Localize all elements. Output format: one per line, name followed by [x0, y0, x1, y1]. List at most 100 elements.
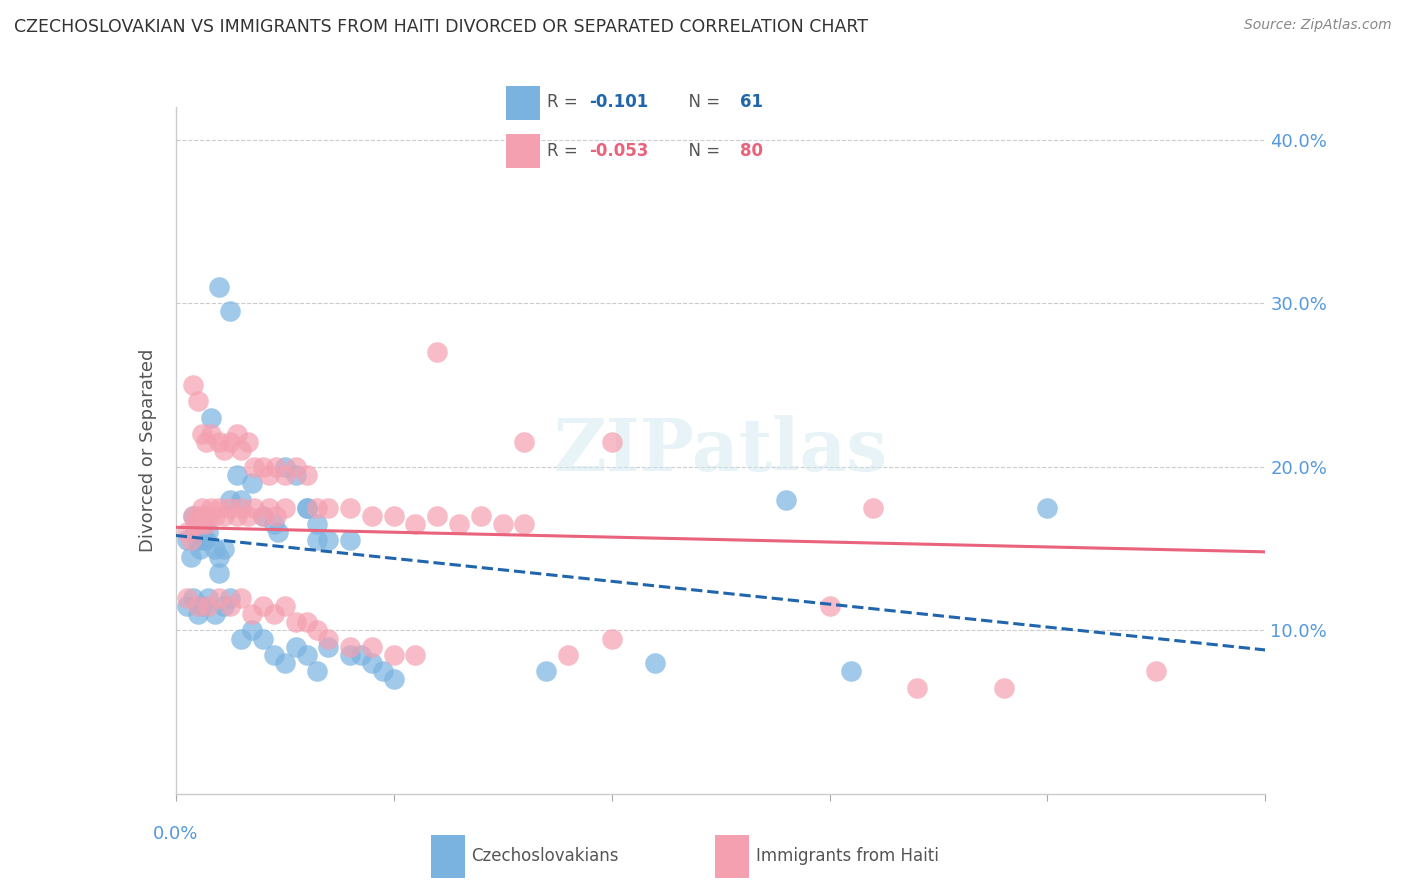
- Point: [318, 500, 340, 515]
- Point: [295, 615, 318, 630]
- Text: -0.053: -0.053: [589, 142, 648, 160]
- Point: [318, 632, 340, 646]
- Point: [307, 664, 329, 679]
- Point: [184, 516, 207, 531]
- Point: [236, 508, 259, 523]
- Y-axis label: Divorced or Separated: Divorced or Separated: [139, 349, 157, 552]
- Point: [470, 508, 492, 523]
- Point: [274, 467, 297, 482]
- Point: [252, 508, 274, 523]
- Point: [534, 664, 557, 679]
- FancyBboxPatch shape: [506, 135, 540, 168]
- Point: [197, 508, 219, 523]
- Text: R =: R =: [547, 142, 583, 160]
- Point: [513, 516, 536, 531]
- Point: [204, 508, 226, 523]
- Point: [225, 467, 247, 482]
- Point: [231, 443, 253, 458]
- Point: [181, 508, 204, 523]
- Point: [219, 435, 242, 450]
- Point: [360, 508, 382, 523]
- Point: [195, 435, 218, 450]
- Point: [186, 599, 209, 613]
- Point: [405, 648, 427, 662]
- Point: [775, 492, 797, 507]
- Point: [180, 549, 202, 564]
- Point: [176, 599, 198, 613]
- Point: [181, 378, 204, 392]
- Point: [318, 640, 340, 654]
- Point: [447, 516, 470, 531]
- Point: [181, 508, 204, 523]
- Point: [176, 525, 198, 540]
- Point: [339, 648, 361, 662]
- Point: [191, 500, 214, 515]
- Point: [219, 492, 242, 507]
- Point: [513, 435, 536, 450]
- Point: [176, 533, 198, 548]
- Text: 61: 61: [741, 94, 763, 112]
- Point: [295, 500, 318, 515]
- Point: [231, 492, 253, 507]
- Point: [259, 500, 281, 515]
- Point: [219, 304, 242, 318]
- Text: Czechoslovakians: Czechoslovakians: [471, 847, 619, 865]
- Point: [426, 508, 449, 523]
- Point: [274, 656, 297, 670]
- Point: [208, 435, 231, 450]
- Point: [360, 640, 382, 654]
- Point: [180, 533, 202, 548]
- Text: 0.0%: 0.0%: [153, 825, 198, 843]
- FancyBboxPatch shape: [716, 835, 749, 878]
- Point: [492, 516, 515, 531]
- Point: [184, 525, 207, 540]
- Point: [186, 508, 209, 523]
- Point: [186, 394, 209, 409]
- Point: [231, 591, 253, 605]
- Text: ZIPatlas: ZIPatlas: [554, 415, 887, 486]
- Point: [240, 607, 263, 621]
- Point: [225, 427, 247, 442]
- Point: [284, 615, 307, 630]
- Point: [905, 681, 928, 695]
- Point: [188, 541, 211, 556]
- Point: [264, 508, 287, 523]
- FancyBboxPatch shape: [430, 835, 465, 878]
- Point: [307, 500, 329, 515]
- Point: [208, 500, 231, 515]
- Point: [208, 549, 231, 564]
- Point: [208, 566, 231, 580]
- Point: [307, 516, 329, 531]
- Point: [193, 533, 215, 548]
- Point: [231, 632, 253, 646]
- Point: [371, 664, 394, 679]
- Point: [259, 467, 281, 482]
- Point: [193, 508, 215, 523]
- Point: [236, 435, 259, 450]
- Point: [600, 435, 623, 450]
- FancyBboxPatch shape: [506, 87, 540, 120]
- Point: [382, 508, 405, 523]
- Point: [557, 648, 579, 662]
- Point: [176, 591, 198, 605]
- Point: [252, 459, 274, 474]
- Point: [212, 541, 235, 556]
- Point: [818, 599, 841, 613]
- Point: [360, 656, 382, 670]
- Point: [225, 508, 247, 523]
- Point: [193, 516, 215, 531]
- Point: [339, 640, 361, 654]
- Point: [405, 516, 427, 531]
- Point: [243, 500, 266, 515]
- Point: [284, 640, 307, 654]
- Point: [204, 607, 226, 621]
- Point: [307, 533, 329, 548]
- Point: [191, 427, 214, 442]
- Point: [212, 599, 235, 613]
- Text: Source: ZipAtlas.com: Source: ZipAtlas.com: [1244, 18, 1392, 32]
- Point: [274, 500, 297, 515]
- Point: [382, 648, 405, 662]
- Point: [307, 624, 329, 638]
- Point: [186, 516, 209, 531]
- Point: [219, 500, 242, 515]
